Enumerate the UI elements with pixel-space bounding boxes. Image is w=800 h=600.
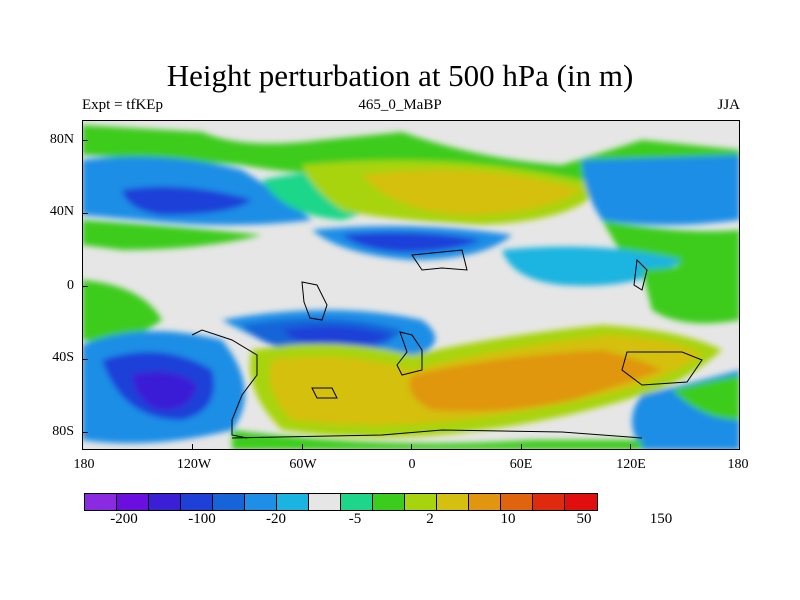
coastline-westafrica: [396, 331, 423, 376]
colorbar-swatch: [309, 494, 341, 510]
colorbar-label: 2: [426, 511, 434, 527]
colorbar-swatch: [277, 494, 309, 510]
colorbar-swatch: [501, 494, 533, 510]
contour-sw-purple: [132, 371, 197, 410]
contour-n-green: [82, 125, 740, 190]
colorbar-label: 50: [576, 511, 592, 527]
x-label-180w: 180: [73, 457, 95, 472]
contour-e-cyan: [502, 246, 682, 286]
colorbar-label: -20: [266, 511, 286, 527]
experiment-label: Expt = tfKEp: [82, 97, 163, 113]
y-tick: [82, 286, 88, 287]
x-label-120w: 120W: [176, 457, 212, 472]
x-label-120e: 120E: [616, 457, 646, 472]
y-label-80n: 80N: [49, 132, 74, 147]
colorbar-swatch: [149, 494, 181, 510]
y-label-80s: 80S: [52, 424, 74, 439]
colorbar-label: -5: [348, 511, 362, 527]
contour-s-deepblue: [282, 326, 392, 348]
x-label-0: 0: [408, 457, 416, 472]
x-tick: [521, 444, 522, 450]
colorbar-swatch: [245, 494, 277, 510]
contour-e-green: [642, 260, 740, 324]
colorbar-swatch: [565, 494, 597, 510]
y-tick: [82, 140, 88, 141]
colorbar-swatch: [181, 494, 213, 510]
coastline-centralamerica: [301, 281, 328, 321]
colorbar-label: 150: [649, 511, 673, 527]
colorbar-swatch: [213, 494, 245, 510]
map-title: Height perturbation at 500 hPa (in m): [166, 58, 634, 93]
colorbar-swatch: [85, 494, 117, 510]
contour-w-green: [82, 280, 162, 343]
contour-mid-darkblue: [342, 232, 482, 252]
coastline-indonesia: [633, 258, 648, 291]
y-tick: [82, 432, 88, 433]
colorbar-label: -200: [110, 511, 138, 527]
x-label-60e: 60E: [509, 457, 533, 472]
contour-south-green: [232, 430, 642, 450]
colorbar-swatch: [373, 494, 405, 510]
x-tick: [192, 444, 193, 450]
contour-s-orange: [409, 350, 662, 412]
colorbar-label: -100: [188, 511, 216, 527]
x-tick: [302, 444, 303, 450]
colorbar-swatch: [405, 494, 437, 510]
colorbar-swatch: [533, 494, 565, 510]
x-label-180e: 180: [727, 457, 749, 472]
y-label-0: 0: [67, 278, 74, 293]
x-tick: [411, 444, 412, 450]
coastline-antarctica: [231, 429, 643, 439]
colorbar-label: 10: [500, 511, 516, 527]
coastline-southatlantic: [311, 387, 338, 399]
colorbar-swatch: [437, 494, 469, 510]
coastline-india: [411, 249, 468, 271]
colorbar: [84, 493, 598, 511]
colorbar-swatch: [341, 494, 373, 510]
x-label-60w: 60W: [289, 457, 317, 472]
contour-n-orange: [362, 170, 582, 215]
y-label-40n: 40N: [49, 204, 74, 219]
y-label-40s: 40S: [52, 350, 74, 365]
x-tick: [630, 444, 631, 450]
y-tick: [82, 359, 88, 360]
y-tick: [82, 213, 88, 214]
colorbar-swatch: [117, 494, 149, 510]
contour-se-green: [672, 375, 740, 420]
contour-map: [82, 120, 740, 450]
contour-nw-green: [82, 220, 262, 250]
contour-ne-blue: [582, 155, 740, 225]
colorbar-swatch: [469, 494, 501, 510]
period-label: 465_0_MaBP: [358, 97, 442, 113]
coastline-southamerica: [191, 329, 258, 439]
contour-n-darkblue: [122, 186, 252, 215]
coastline-australia: [621, 351, 703, 386]
season-label: JJA: [717, 97, 740, 113]
